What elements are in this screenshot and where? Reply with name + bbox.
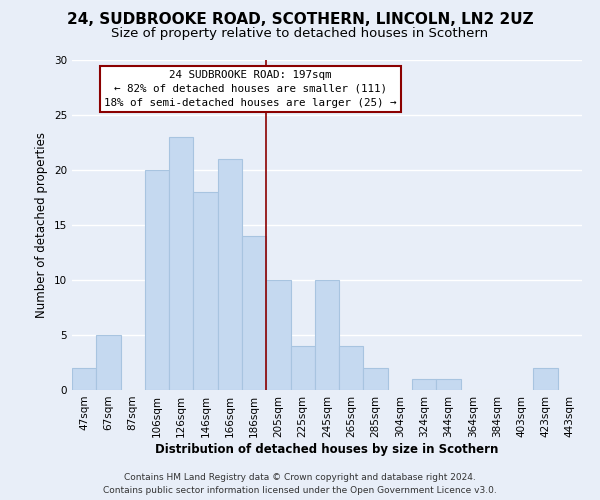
Bar [145,170,169,390]
Bar [169,137,193,390]
Bar [96,335,121,390]
Y-axis label: Number of detached properties: Number of detached properties [35,132,49,318]
Bar [436,379,461,390]
Bar [533,368,558,390]
Text: Contains HM Land Registry data © Crown copyright and database right 2024.
Contai: Contains HM Land Registry data © Crown c… [103,474,497,495]
Bar [193,192,218,390]
Bar [290,346,315,390]
Bar [412,379,436,390]
Bar [364,368,388,390]
Text: Size of property relative to detached houses in Scothern: Size of property relative to detached ho… [112,28,488,40]
Bar [315,280,339,390]
Bar [218,159,242,390]
X-axis label: Distribution of detached houses by size in Scothern: Distribution of detached houses by size … [155,442,499,456]
Bar [266,280,290,390]
Text: 24, SUDBROOKE ROAD, SCOTHERN, LINCOLN, LN2 2UZ: 24, SUDBROOKE ROAD, SCOTHERN, LINCOLN, L… [67,12,533,28]
Text: 24 SUDBROOKE ROAD: 197sqm
← 82% of detached houses are smaller (111)
18% of semi: 24 SUDBROOKE ROAD: 197sqm ← 82% of detac… [104,70,397,108]
Bar [72,368,96,390]
Bar [339,346,364,390]
Bar [242,236,266,390]
